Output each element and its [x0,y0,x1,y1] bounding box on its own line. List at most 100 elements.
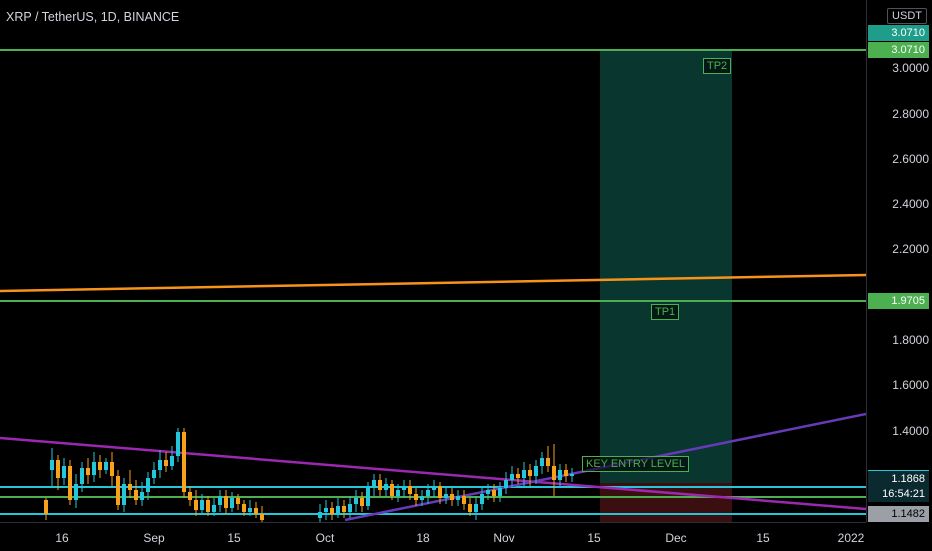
tp2-price-badge-top: 3.0710 [868,25,929,41]
candle-body [372,480,376,488]
tp2-label[interactable]: TP2 [703,58,732,74]
candle-body [194,500,198,510]
candle-body [342,506,346,512]
candle-body [366,488,370,506]
candle-body [480,494,484,504]
candle-body [122,484,126,505]
candle-body [384,484,388,490]
candle-body [564,470,568,476]
candle-body [426,490,430,496]
candle-body [552,466,556,480]
support-line[interactable] [0,513,866,515]
tp1-price-badge: 1.9705 [868,293,929,309]
candle-body [140,492,144,500]
candle-body [218,496,222,505]
support-price-badge: 1.1482 [868,506,929,522]
candle-body [56,460,60,478]
orange-trendline [0,273,866,293]
candle-body [212,505,216,512]
trend-lines[interactable] [0,0,866,522]
candle-body [528,470,532,476]
time-label: 16 [55,531,69,545]
candle-body [522,470,526,478]
time-label: Oct [315,531,335,545]
candle-body [128,484,132,490]
candle-body [402,486,406,490]
candle-body [336,506,340,514]
time-label: 2022 [837,531,865,545]
time-label: 18 [416,531,430,545]
candle-body [408,486,412,494]
candle-body [188,492,192,500]
candles [44,428,574,522]
candle-body [540,458,544,466]
candle-body [468,504,472,512]
candle-body [50,460,54,470]
tp2-line[interactable] [0,49,866,51]
candle-body [242,504,246,512]
key-entry-label[interactable]: KEY ENTRY LEVEL [582,456,690,472]
candle-body [498,488,502,496]
candle-body [230,498,234,508]
time-axis[interactable]: 16 Sep 15 Oct 18 Nov 15 Dec 15 2022 [0,522,866,551]
price-tick: 3.0000 [892,61,929,75]
time-label: Sep [143,531,165,545]
tp1-label[interactable]: TP1 [651,304,680,320]
candle-body [390,484,394,496]
candle-body [164,460,168,466]
candle-body [206,500,210,512]
candle-body [170,456,174,466]
candle-body [510,474,514,480]
currency-label[interactable]: USDT [887,8,927,24]
candle-body [516,474,520,478]
candle-body [74,484,78,500]
time-label: 15 [227,531,241,545]
price-tick: 1.6000 [892,378,929,392]
candle-body [420,496,424,500]
price-tick: 2.4000 [892,197,929,211]
candle-body [324,508,328,512]
candle-body [318,512,322,518]
candle-body [86,468,90,475]
candle-body [348,504,352,512]
candle-body [354,498,358,504]
time-label: Nov [493,531,515,545]
candle-body [134,490,138,500]
candle-body [62,466,66,478]
chart-title: XRP / TetherUS, 1D, BINANCE [6,10,180,24]
candle-body [182,432,186,492]
chart-area[interactable]: XRP / TetherUS, 1D, BINANCE TP2 TP1 KEY … [0,0,866,522]
price-tick: 2.6000 [892,152,929,166]
candle-body [330,508,334,514]
tp1-line[interactable] [0,300,866,302]
candle-body [68,466,72,500]
candle-body [146,478,150,492]
countdown-badge: 16:54:21 [868,486,929,502]
candle-body [378,480,382,490]
candle-body [432,486,436,490]
candle-body [546,458,550,466]
candle-body [474,504,478,512]
candle-body [570,474,574,476]
candle-body [176,432,180,456]
price-axis[interactable]: USDT 3.0000 2.8000 2.6000 2.4000 2.2000 … [866,0,932,522]
purple-trendline [0,436,866,511]
candle-body [200,500,204,510]
profit-target-zone[interactable] [600,50,732,483]
time-label: Dec [665,531,687,545]
candle-body [98,462,102,470]
candle-body [396,490,400,496]
entry-line-lower[interactable] [0,496,866,498]
candle-body [450,494,454,500]
price-tick: 2.2000 [892,242,929,256]
last-price-badge: 1.1868 [868,470,929,486]
time-label: 15 [756,531,770,545]
candle-body [444,494,448,498]
candle-body [152,470,156,478]
candle-body [236,498,240,504]
candle-body [462,496,466,504]
candle-body [534,466,538,476]
candle-body [104,462,108,470]
candle-body [254,508,258,514]
candle-body [414,494,418,500]
